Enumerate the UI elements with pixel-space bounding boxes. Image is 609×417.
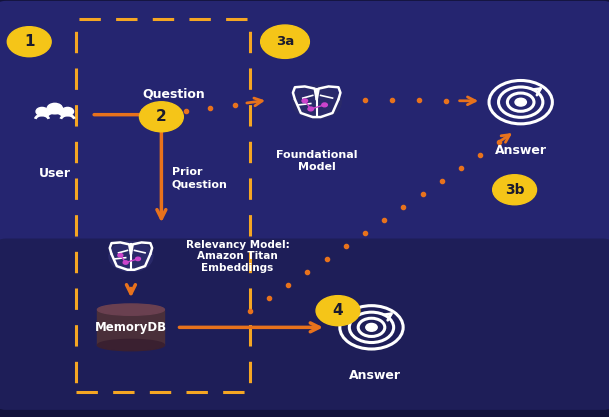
Circle shape bbox=[302, 99, 308, 103]
Circle shape bbox=[515, 98, 526, 106]
Text: 3a: 3a bbox=[276, 35, 294, 48]
Circle shape bbox=[118, 254, 123, 257]
FancyBboxPatch shape bbox=[0, 1, 609, 243]
Bar bbox=[76, 19, 250, 392]
Bar bbox=[97, 309, 164, 345]
Text: 1: 1 bbox=[24, 34, 35, 49]
Circle shape bbox=[366, 324, 377, 331]
Circle shape bbox=[322, 103, 328, 107]
Ellipse shape bbox=[97, 304, 164, 315]
Circle shape bbox=[139, 102, 183, 132]
Circle shape bbox=[109, 241, 153, 271]
Circle shape bbox=[62, 108, 74, 116]
Text: 3b: 3b bbox=[505, 183, 524, 197]
Circle shape bbox=[308, 107, 314, 111]
Circle shape bbox=[292, 85, 341, 119]
Text: User: User bbox=[39, 167, 71, 180]
Circle shape bbox=[261, 25, 309, 58]
Text: Answer: Answer bbox=[348, 369, 401, 382]
Text: Answer: Answer bbox=[495, 144, 547, 157]
Text: Foundational
Model: Foundational Model bbox=[276, 150, 357, 172]
Circle shape bbox=[7, 27, 51, 57]
Circle shape bbox=[493, 175, 537, 205]
Circle shape bbox=[47, 103, 63, 114]
Circle shape bbox=[123, 261, 128, 264]
Text: Prior
Question: Prior Question bbox=[172, 168, 228, 189]
Text: Relevancy Model:
Amazon Titan
Embeddings: Relevancy Model: Amazon Titan Embeddings bbox=[186, 240, 289, 273]
Text: MemoryDB: MemoryDB bbox=[95, 321, 167, 334]
Circle shape bbox=[36, 108, 48, 116]
Text: 2: 2 bbox=[156, 109, 167, 124]
Circle shape bbox=[316, 296, 360, 326]
FancyBboxPatch shape bbox=[0, 239, 609, 410]
Ellipse shape bbox=[97, 339, 164, 351]
Text: Question: Question bbox=[142, 87, 205, 100]
Text: 4: 4 bbox=[333, 303, 343, 318]
Circle shape bbox=[136, 257, 141, 261]
